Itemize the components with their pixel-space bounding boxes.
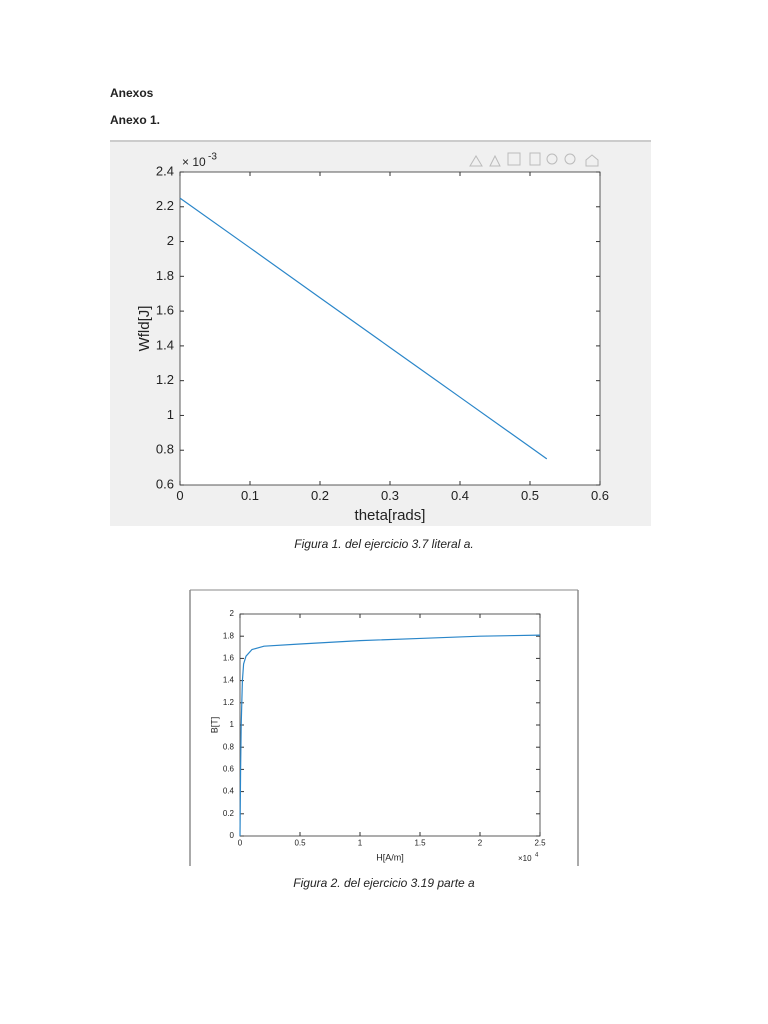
x-tick-label: 0.6: [591, 488, 609, 503]
y-multiplier-exponent: -3: [208, 152, 217, 163]
y-tick-label: 1: [167, 407, 174, 422]
y-multiplier: × 10: [182, 155, 206, 169]
y-tick-label: 1.2: [156, 372, 174, 387]
x-tick-label: 0.5: [294, 838, 306, 847]
x-tick-label: 1.5: [414, 838, 426, 847]
data-line: [239, 634, 541, 837]
heading: Anexos: [110, 86, 154, 100]
toolbar: [469, 152, 599, 167]
y-tick-label: 1.6: [156, 303, 174, 318]
y-tick-label: 1.6: [223, 654, 235, 663]
y-tick-label: 2.2: [156, 198, 174, 213]
y-tick-label: 0.4: [223, 787, 235, 796]
subheading: Anexo 1.: [110, 113, 160, 127]
y-tick-label: 1.8: [223, 631, 235, 640]
y-axis-label: Wfld[J]: [136, 306, 153, 352]
x-tick-label: 0.4: [451, 488, 469, 503]
y-tick-label: 0.6: [156, 476, 174, 491]
y-tick-label: 1.4: [156, 337, 174, 352]
plot-area: [239, 613, 541, 837]
x-tick-label: 0: [176, 488, 183, 503]
y-tick-label: 0.8: [223, 742, 235, 751]
y-tick-label: 1: [230, 720, 235, 729]
x-tick-label: 0.5: [521, 488, 539, 503]
x-tick-label: 0.3: [381, 488, 399, 503]
x-tick-label: 2: [478, 838, 483, 847]
x-multiplier: ×10: [518, 854, 532, 863]
x-tick-label: 2.5: [534, 838, 546, 847]
x-tick-label: 0: [238, 838, 243, 847]
y-tick-label: 2.4: [156, 163, 174, 178]
y-tick-label: 0.2: [223, 809, 235, 818]
x-tick-label: 0.2: [311, 488, 329, 503]
y-axis-label: B[T]: [209, 717, 219, 734]
plot-area: [179, 171, 601, 486]
x-tick-label: 1: [358, 838, 363, 847]
y-tick-label: 1.4: [223, 676, 235, 685]
x-axis-label: theta[rads]: [355, 507, 426, 524]
caption: Figura 2. del ejercicio 3.19 parte a: [293, 876, 475, 890]
y-tick-label: 1.2: [223, 698, 235, 707]
y-tick-label: 0.6: [223, 765, 235, 774]
y-tick-label: 2: [167, 233, 174, 248]
y-tick-label: 2: [230, 609, 235, 618]
y-tick-label: 0: [230, 831, 235, 840]
x-tick-label: 0.1: [241, 488, 259, 503]
x-axis-label: H[A/m]: [376, 852, 404, 862]
data-line: [179, 197, 548, 460]
y-tick-label: 0.8: [156, 442, 174, 457]
y-tick-label: 1.8: [156, 268, 174, 283]
x-multiplier-exponent: 4: [535, 853, 539, 859]
caption: Figura 1. del ejercicio 3.7 literal a.: [294, 537, 473, 551]
